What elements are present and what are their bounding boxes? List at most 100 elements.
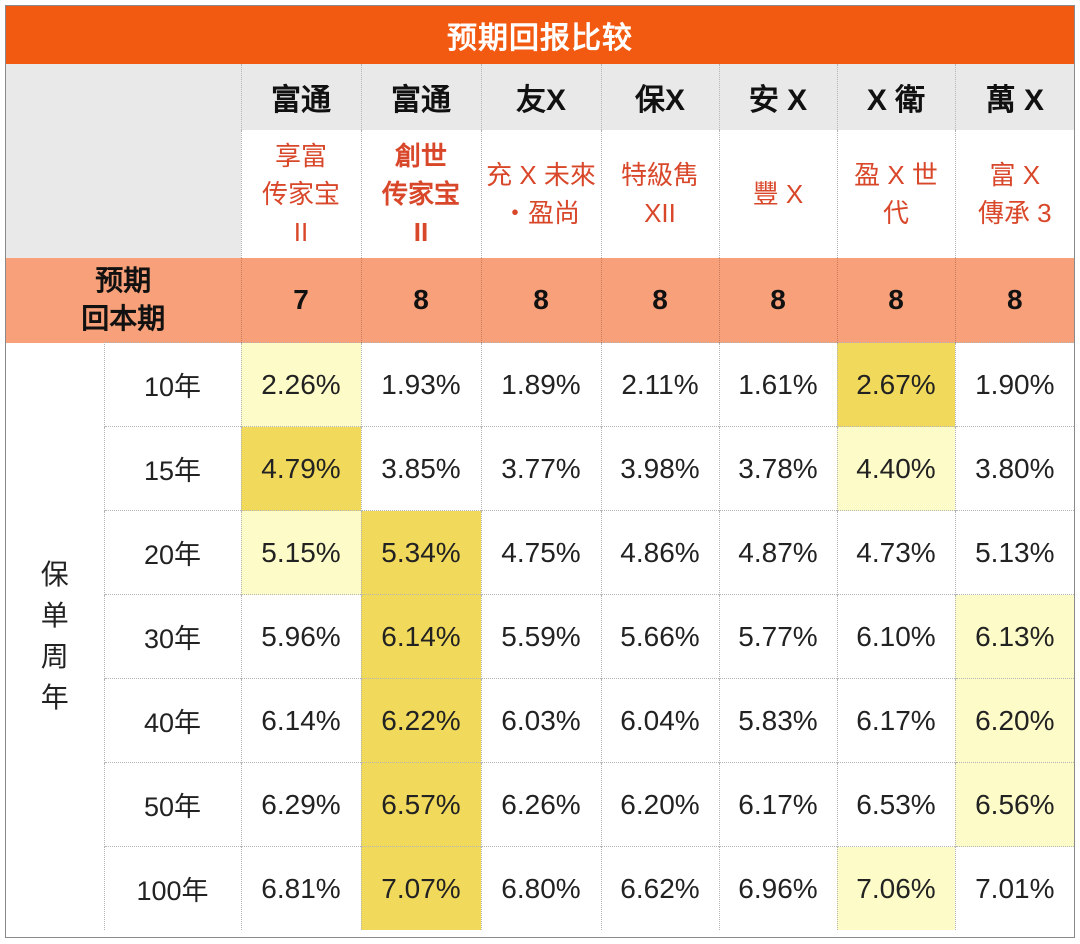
payback-label: 预期 回本期: [6, 258, 241, 343]
header-corner: [6, 64, 241, 130]
payback-value: 8: [360, 258, 481, 343]
return-value-cell: 2.11%: [600, 342, 719, 427]
return-value-cell: 3.78%: [718, 426, 837, 511]
brand-header: X 衛: [836, 64, 955, 130]
return-value-cell: 6.56%: [954, 762, 1074, 847]
return-value-cell: 3.85%: [360, 426, 481, 511]
row-group-label-char: 单: [40, 600, 69, 632]
payback-value: 7: [240, 258, 361, 343]
policy-year-label: 40年: [103, 678, 241, 763]
product-name-cell: 豐 X: [718, 130, 837, 258]
return-value-cell: 1.61%: [718, 342, 837, 427]
return-value-cell: 6.03%: [480, 678, 601, 763]
policy-year-label: 20年: [103, 510, 241, 595]
payback-value: 8: [600, 258, 719, 343]
brand-header: 安 X: [718, 64, 837, 130]
return-value-cell: 6.20%: [954, 678, 1074, 763]
return-value-cell: 6.04%: [600, 678, 719, 763]
payback-value: 8: [480, 258, 601, 343]
product-name-line: ・盈尚: [501, 198, 580, 228]
table-row: 100年 6.81% 7.07% 6.80% 6.62% 6.96% 7.06% 7.01%: [6, 846, 1074, 930]
product-name-line: 富 X: [989, 160, 1041, 190]
return-value-cell: 1.89%: [480, 342, 601, 427]
table-row: 保单周年 10年 2.26% 1.93% 1.89% 2.11% 1.61% 2.67% 1.9…: [6, 342, 1074, 713]
product-name-line: 代: [882, 198, 909, 228]
brand-header: 友X: [480, 64, 601, 130]
table-row: 30年 5.96% 6.14% 5.59% 5.66% 5.77% 6.10% 6.13%: [6, 594, 1074, 679]
policy-year-label: 15年: [103, 426, 241, 511]
product-name-cell: 充 X 未來 ・盈尚: [480, 130, 601, 258]
product-name-line: 享富: [274, 141, 327, 171]
product-name-line: II: [413, 217, 429, 247]
product-name-line: II: [293, 217, 309, 247]
return-value-cell: 5.15%: [240, 510, 361, 595]
return-value-cell: 5.66%: [600, 594, 719, 679]
table-row: 20年 5.15% 5.34% 4.75% 4.86% 4.87% 4.73% 5.13%: [6, 510, 1074, 595]
product-name-line: XII: [644, 198, 676, 228]
return-value-cell: 4.79%: [240, 426, 361, 511]
brand-header: 富通: [360, 64, 481, 130]
return-value-cell: 5.13%: [954, 510, 1074, 595]
return-value-cell: 6.81%: [240, 846, 361, 930]
row-group-label-char: 保: [40, 559, 69, 591]
return-value-cell: 4.87%: [718, 510, 837, 595]
return-value-cell: 5.83%: [718, 678, 837, 763]
return-value-cell: 5.34%: [360, 510, 481, 595]
payback-value: 8: [718, 258, 837, 343]
brand-header: 萬 X: [954, 64, 1074, 130]
product-name-cell: 享富传家宝 II: [240, 130, 361, 258]
table-row: 40年 6.14% 6.22% 6.03% 6.04% 5.83% 6.17% 6.20%: [6, 678, 1074, 763]
policy-year-label: 30年: [103, 594, 241, 679]
return-value-cell: 6.22%: [360, 678, 481, 763]
return-value-cell: 6.80%: [480, 846, 601, 930]
return-value-cell: 3.77%: [480, 426, 601, 511]
return-value-cell: 4.73%: [836, 510, 955, 595]
product-name-cell: 富 X 傳承 3: [954, 130, 1074, 258]
product-name-line: 充 X 未來: [486, 160, 596, 190]
return-value-cell: 1.93%: [360, 342, 481, 427]
return-value-cell: 6.57%: [360, 762, 481, 847]
row-group-label-char: 年: [40, 682, 69, 714]
return-value-cell: 6.96%: [718, 846, 837, 930]
brand-header: 富通: [240, 64, 361, 130]
row-group-label: 保单周年: [6, 343, 104, 931]
table-title: 预期回报比较: [6, 6, 1074, 64]
return-value-cell: 6.14%: [360, 594, 481, 679]
product-name-cell: 盈 X 世代: [836, 130, 955, 258]
return-value-cell: 2.26%: [240, 342, 361, 427]
return-value-cell: 7.07%: [360, 846, 481, 930]
return-value-cell: 5.77%: [718, 594, 837, 679]
product-name-cell: 特級雋 XII: [600, 130, 719, 258]
policy-year-label: 100年: [103, 846, 241, 930]
return-value-cell: 4.86%: [600, 510, 719, 595]
return-value-cell: 6.14%: [240, 678, 361, 763]
policy-year-label: 10年: [103, 342, 241, 427]
return-value-cell: 5.96%: [240, 594, 361, 679]
return-value-cell: 6.10%: [836, 594, 955, 679]
product-name-line: 盈 X 世: [854, 160, 938, 190]
product-name-cell: 創世传家宝 II: [360, 130, 481, 258]
return-value-cell: 3.98%: [600, 426, 719, 511]
return-value-cell: 7.01%: [954, 846, 1074, 930]
product-name-line: 传家宝: [381, 179, 460, 209]
product-name-line: 傳承 3: [977, 198, 1052, 228]
product-name-line: 創世: [394, 141, 447, 171]
payback-label-line: 回本期: [81, 303, 166, 334]
payback-value: 8: [836, 258, 955, 343]
brand-header: 保X: [600, 64, 719, 130]
product-name-line: 传家宝: [261, 179, 340, 209]
comparison-table-container: 预期回报比较 富通 富通 友X 保X 安 X X 衛 萬 X 享富 传家宝 II 創世…: [5, 5, 1075, 938]
return-value-cell: 6.17%: [836, 678, 955, 763]
payback-value: 8: [954, 258, 1074, 343]
return-value-cell: 6.29%: [240, 762, 361, 847]
return-value-cell: 6.62%: [600, 846, 719, 930]
return-value-cell: 6.53%: [836, 762, 955, 847]
policy-year-label: 50年: [103, 762, 241, 847]
product-name-line: 豐 X: [752, 179, 804, 209]
return-value-cell: 6.17%: [718, 762, 837, 847]
payback-label-line: 预期: [95, 265, 152, 296]
return-value-cell: 4.40%: [836, 426, 955, 511]
return-value-cell: 5.59%: [480, 594, 601, 679]
row-group-label-char: 周: [40, 641, 69, 673]
return-value-cell: 3.80%: [954, 426, 1074, 511]
